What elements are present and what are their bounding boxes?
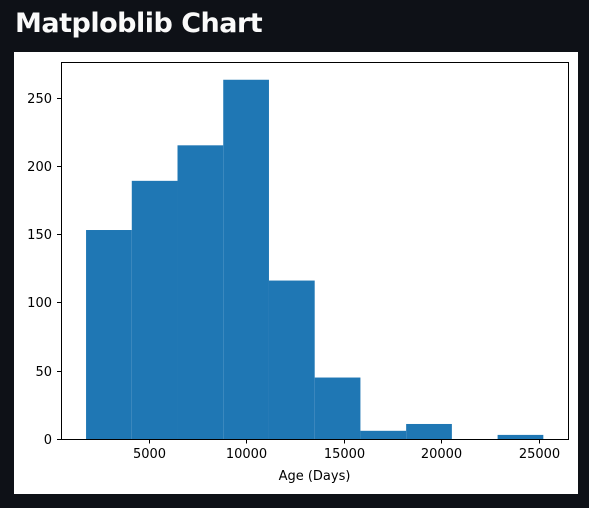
y-tick-label: 200 — [27, 160, 52, 175]
x-tick-label: 5000 — [133, 447, 166, 462]
histogram-bar — [497, 434, 544, 439]
y-tick-label: 150 — [27, 228, 52, 243]
x-ticks: 5000 10000 15000 20000 25000 — [133, 439, 560, 462]
histogram-bar — [314, 377, 361, 439]
histogram-chart: 5000 10000 15000 20000 25000 0 50 100 150 200 250… — [27, 62, 569, 484]
x-tick-label: 25000 — [519, 447, 560, 462]
y-ticks: 0 50 100 150 200 250 — [27, 92, 62, 448]
y-tick-label: 0 — [44, 433, 52, 448]
histogram-bar — [360, 430, 407, 439]
y-tick-label: 50 — [35, 365, 52, 380]
histogram-bar — [223, 79, 269, 439]
page-title: Matploblib Chart — [15, 8, 263, 39]
bars-group — [86, 79, 544, 440]
histogram-bar — [406, 423, 452, 439]
y-tick-label: 100 — [27, 296, 52, 311]
chart-card: 5000 10000 15000 20000 25000 0 50 100 150 200 250… — [14, 52, 578, 494]
y-tick-label: 250 — [27, 92, 52, 107]
x-tick-label: 20000 — [421, 447, 462, 462]
histogram-bar — [131, 180, 178, 439]
x-tick-label: 10000 — [226, 447, 267, 462]
plot-frame — [61, 62, 569, 440]
histogram-bar — [268, 280, 315, 439]
x-tick-label: 15000 — [324, 447, 365, 462]
histogram-bar — [177, 145, 224, 440]
x-axis-label: Age (Days) — [279, 469, 351, 484]
histogram-bar — [86, 230, 132, 439]
